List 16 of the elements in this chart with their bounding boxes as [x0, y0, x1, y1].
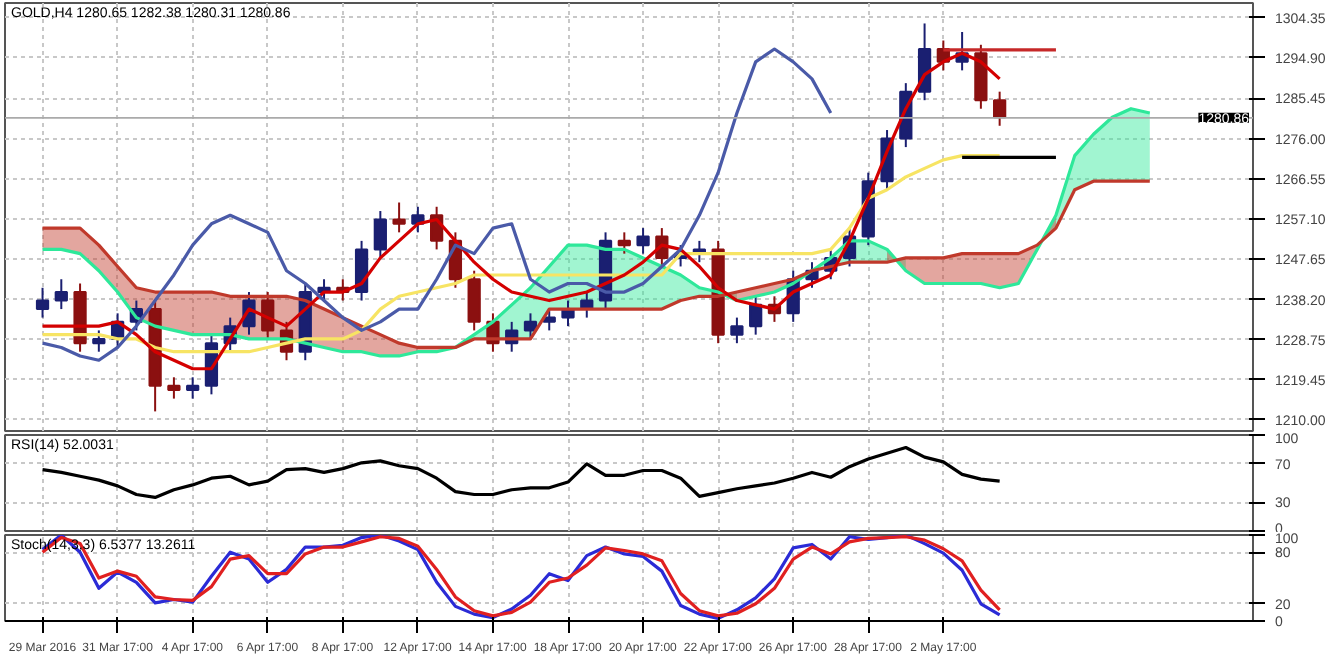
candlestick [636, 227, 650, 255]
candlestick [392, 201, 406, 234]
candlestick [186, 376, 200, 400]
candlestick [167, 376, 181, 400]
line-series [40, 179, 1152, 350]
candlestick [974, 43, 988, 110]
line-series [40, 107, 1152, 358]
line-series [40, 47, 833, 362]
candlestick [92, 329, 106, 353]
candlestick [617, 231, 631, 255]
candlestick [54, 278, 68, 311]
candlestick [467, 269, 481, 332]
candlestick [730, 316, 744, 345]
candlestick [373, 210, 387, 259]
candlestick [35, 286, 50, 319]
candlestick [993, 90, 1007, 127]
